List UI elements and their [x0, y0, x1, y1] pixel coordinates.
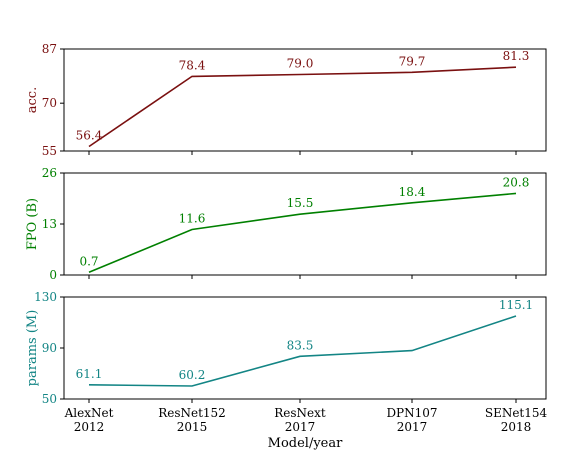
series-line [88, 192, 517, 274]
data-label: 20.8 [503, 175, 530, 189]
y-tick-label: 0 [49, 268, 57, 282]
data-label: 15.5 [287, 196, 314, 210]
plot-frame [63, 48, 547, 152]
y-tick-label: 87 [42, 42, 57, 56]
y-tick-label: 90 [42, 341, 57, 355]
data-label: 83.5 [287, 338, 314, 352]
y-axis-label: acc. [25, 87, 40, 113]
x-tick-label: AlexNet [64, 406, 114, 420]
x-tick-label: ResNext [274, 406, 326, 420]
data-label: 81.3 [503, 49, 530, 63]
series-line [88, 315, 517, 387]
x-tick-label-year: 2018 [501, 420, 532, 434]
data-label: 18.4 [399, 185, 426, 199]
data-label: 79.0 [287, 57, 314, 71]
data-label: 11.6 [179, 211, 206, 225]
data-label: 79.7 [399, 54, 426, 68]
x-tick-label: ResNet152 [158, 406, 226, 420]
x-tick-label-year: 2015 [177, 420, 208, 434]
x-tick-label-year: 2012 [74, 420, 105, 434]
data-label: 0.7 [79, 254, 98, 268]
data-label: 78.4 [179, 58, 206, 72]
y-axis-label: FPO (B) [25, 198, 40, 250]
data-label: 60.2 [179, 368, 206, 382]
y-tick-label: 13 [42, 217, 57, 231]
x-tick-label-year: 2017 [397, 420, 428, 434]
y-tick-label: 70 [42, 96, 57, 110]
x-tick-label-year: 2017 [285, 420, 316, 434]
series-line [88, 66, 517, 148]
x-axis-label: Model/year [268, 436, 343, 450]
y-tick-label: 50 [42, 392, 57, 406]
plot-frame [63, 172, 547, 276]
y-axis-label: params (M) [25, 310, 40, 387]
data-label: 115.1 [499, 298, 533, 312]
y-tick-label: 55 [42, 144, 57, 158]
y-tick-label: 130 [34, 290, 57, 304]
x-tick-label: DPN107 [386, 406, 437, 420]
data-label: 61.1 [76, 367, 103, 381]
x-tick-label: SENet154 [485, 406, 548, 420]
data-label: 56.4 [76, 129, 103, 143]
y-tick-label: 26 [42, 166, 57, 180]
